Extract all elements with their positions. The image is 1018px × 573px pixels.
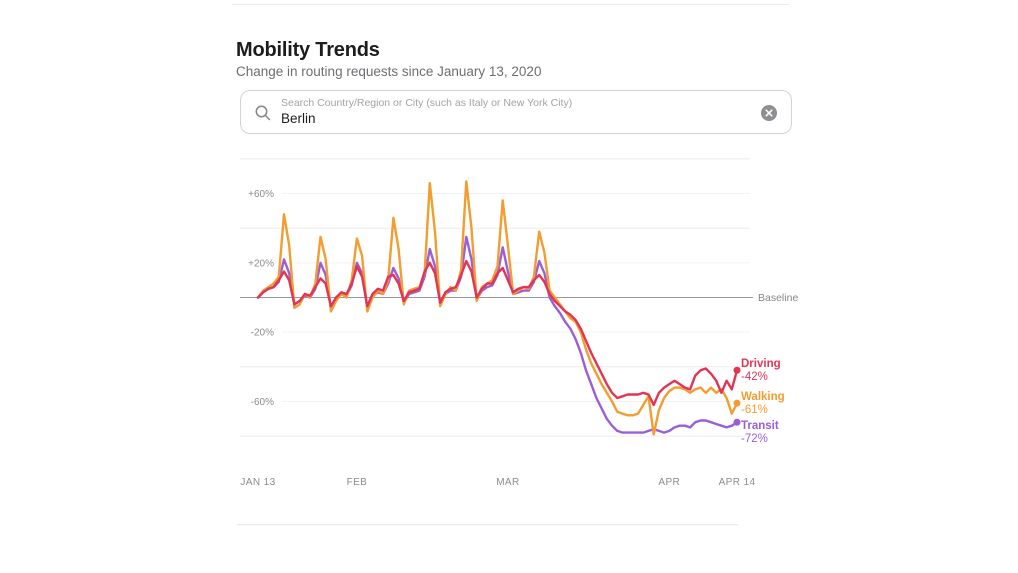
circle-x-icon [760, 105, 778, 125]
y-tick-label: -60% [251, 397, 274, 408]
page-subtitle: Change in routing requests since January… [236, 64, 542, 79]
search-input-value[interactable]: Berlin [281, 111, 316, 126]
mobility-chart-canvas: +60% +20% -20% -60% Baseline JAN 13 FEB MAR APR A… [240, 158, 798, 488]
transit-end-dot [733, 418, 741, 426]
search-box[interactable]: Search Country/Region or City (such as I… [240, 90, 792, 134]
legend-transit: Transit -72% [741, 420, 811, 446]
section-divider-bottom [237, 524, 738, 525]
x-axis-label: APR [658, 477, 680, 488]
walking-end-dot [733, 399, 741, 407]
search-icon [254, 104, 272, 122]
driving-end-dot [733, 366, 741, 374]
driving-line [256, 259, 739, 407]
clear-search-button[interactable] [760, 104, 778, 122]
x-axis-label: JAN 13 [240, 477, 275, 488]
legend-series-value: -72% [741, 433, 768, 446]
legend-series-value: -61% [741, 404, 768, 417]
x-axis-label: APR 14 [719, 477, 756, 488]
y-tick-label: +20% [248, 258, 274, 269]
section-divider-top [232, 4, 789, 5]
baseline-label: Baseline [758, 292, 798, 304]
legend-series-value: -42% [741, 371, 768, 384]
legend-driving: Driving -42% [741, 358, 811, 384]
x-axis-label: FEB [347, 477, 368, 488]
legend-series-name: Driving [741, 358, 781, 371]
x-axis-label: MAR [496, 477, 519, 488]
legend-walking: Walking -61% [741, 391, 811, 417]
legend-series-name: Transit [741, 420, 779, 433]
page-title: Mobility Trends [236, 39, 380, 61]
walking-line [256, 180, 739, 436]
search-placeholder: Search Country/Region or City (such as I… [281, 97, 573, 109]
mobility-chart: +60% +20% -20% -60% Baseline JAN 13 FEB MAR APR A… [236, 152, 800, 502]
legend-series-name: Walking [741, 391, 785, 404]
search-input[interactable]: Search Country/Region or City (such as I… [281, 97, 751, 127]
y-tick-label: -20% [251, 328, 274, 339]
y-tick-label: +60% [248, 189, 274, 200]
